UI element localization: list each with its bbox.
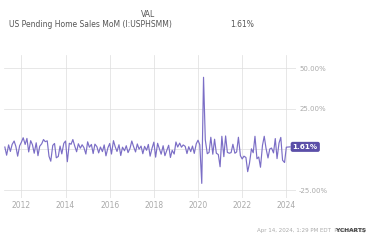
- Text: 1.61%: 1.61%: [293, 144, 318, 150]
- Text: 1.61%: 1.61%: [231, 20, 255, 29]
- Text: VAL: VAL: [141, 10, 155, 19]
- Text: US Pending Home Sales MoM (I:USPHSMM): US Pending Home Sales MoM (I:USPHSMM): [9, 20, 172, 29]
- Text: Apr 14, 2024, 1:29 PM EDT  Powered by: Apr 14, 2024, 1:29 PM EDT Powered by: [256, 228, 368, 233]
- Text: YCHARTS: YCHARTS: [336, 228, 366, 233]
